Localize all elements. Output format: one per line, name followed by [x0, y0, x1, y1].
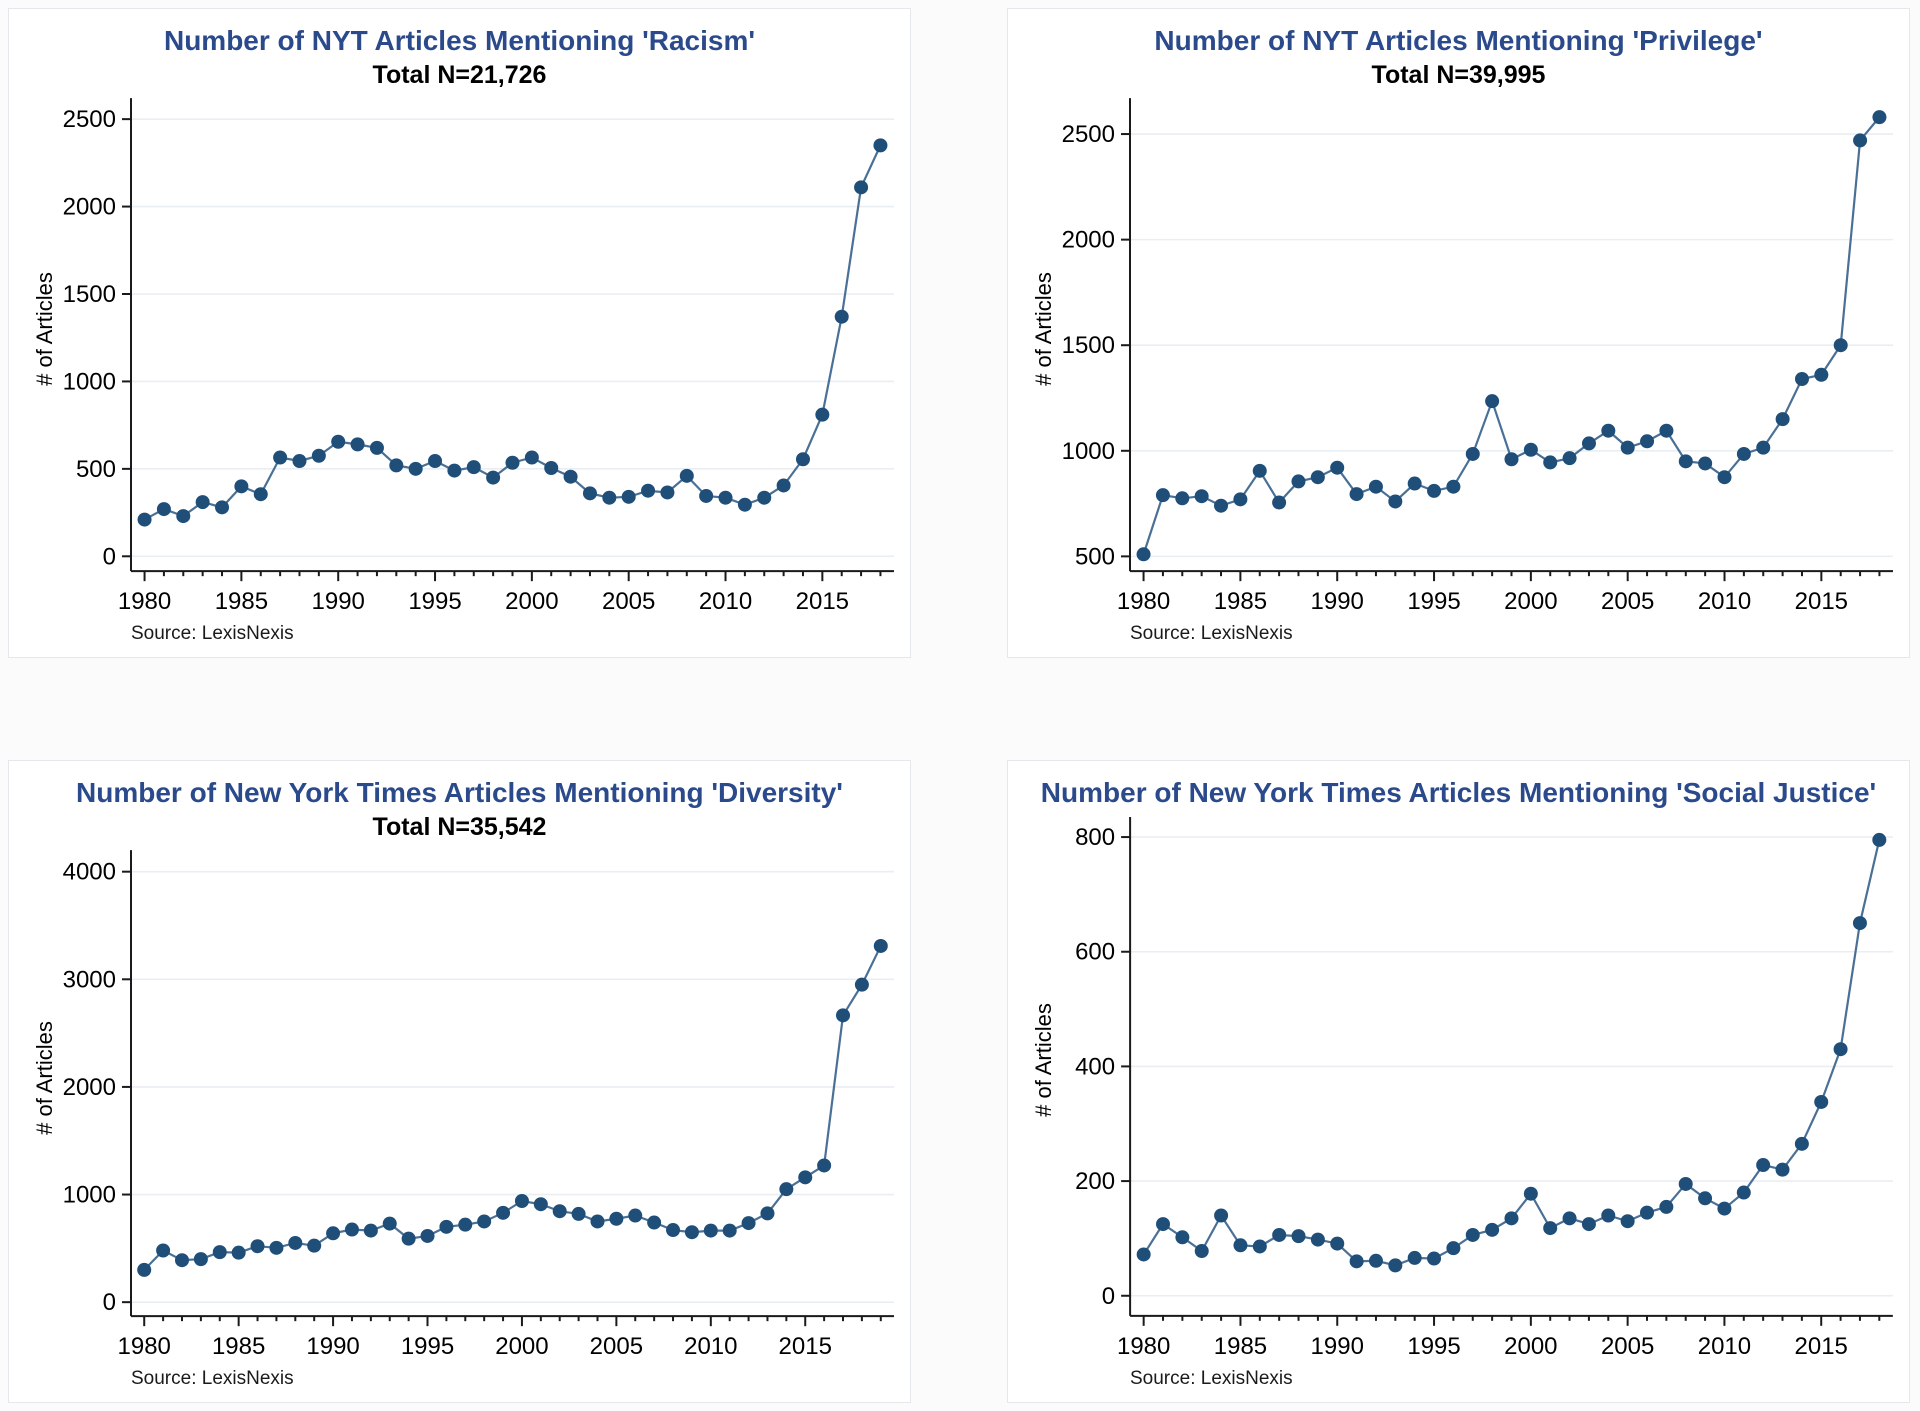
svg-text:1990: 1990 — [312, 588, 365, 615]
line-chart-privilege: 500 1000 1500 2000 2500 1980 1985 1990 1995 2000 2… — [1062, 97, 1893, 615]
svg-text:600: 600 — [1075, 939, 1115, 966]
svg-text:2010: 2010 — [1698, 1333, 1751, 1360]
plot-area: # of Articles 0 200 400 600 800 1980 1985 1990 1… — [1008, 809, 1909, 1366]
svg-text:500: 500 — [76, 456, 116, 483]
chart-title: Number of New York Times Articles Mentio… — [76, 777, 843, 808]
svg-text:2005: 2005 — [1601, 1333, 1654, 1360]
svg-text:2000: 2000 — [63, 1074, 116, 1101]
svg-text:2000: 2000 — [1062, 226, 1115, 253]
svg-text:1980: 1980 — [1117, 1333, 1170, 1360]
svg-text:2500: 2500 — [1062, 121, 1115, 148]
svg-text:1000: 1000 — [63, 1181, 116, 1208]
svg-text:2015: 2015 — [1795, 588, 1848, 615]
chart-title: Number of NYT Articles Mentioning 'Racis… — [163, 25, 756, 56]
svg-text:1980: 1980 — [118, 1333, 171, 1360]
svg-text:2010: 2010 — [684, 1333, 737, 1360]
svg-text:2500: 2500 — [63, 106, 116, 133]
svg-text:2000: 2000 — [495, 1333, 548, 1360]
svg-text:2000: 2000 — [63, 193, 116, 220]
svg-text:2015: 2015 — [779, 1333, 832, 1360]
chart-subtitle: Total N=21,726 — [372, 61, 547, 90]
chart-subtitle: Total N=35,542 — [372, 813, 547, 842]
svg-text:2000: 2000 — [505, 588, 558, 615]
svg-text:500: 500 — [1075, 543, 1115, 570]
svg-text:2005: 2005 — [590, 1333, 643, 1360]
svg-text:1995: 1995 — [1407, 588, 1460, 615]
svg-text:1990: 1990 — [1311, 1333, 1364, 1360]
svg-text:1985: 1985 — [1214, 588, 1267, 615]
svg-text:1985: 1985 — [1214, 1333, 1267, 1360]
plot-area: # of Articles 500 1000 1500 2000 2500 1980 198… — [1008, 90, 1909, 621]
svg-text:0: 0 — [1102, 1283, 1115, 1310]
source-note: Source: LexisNexis — [1130, 1368, 1293, 1389]
svg-text:2005: 2005 — [602, 588, 655, 615]
svg-text:2000: 2000 — [1504, 1333, 1557, 1360]
svg-text:1985: 1985 — [212, 1333, 265, 1360]
svg-text:1995: 1995 — [401, 1333, 454, 1360]
chart-title: Number of New York Times Articles Mentio… — [1040, 777, 1877, 808]
chart-panel-social-justice: Number of New York Times Articles Mentio… — [1007, 760, 1910, 1403]
chart-subtitle: Total N=39,995 — [1371, 61, 1546, 90]
svg-text:1000: 1000 — [63, 368, 116, 395]
svg-text:1990: 1990 — [1311, 588, 1364, 615]
svg-text:2015: 2015 — [1795, 1333, 1848, 1360]
line-chart-social-justice: 0 200 400 600 800 1980 1985 1990 1995 2000 2005 201… — [1075, 817, 1893, 1360]
svg-text:1980: 1980 — [1117, 588, 1170, 615]
svg-text:1990: 1990 — [306, 1333, 359, 1360]
svg-text:2005: 2005 — [1601, 588, 1654, 615]
chart-panel-racism: Number of NYT Articles Mentioning 'Racis… — [8, 8, 911, 658]
svg-text:1995: 1995 — [408, 588, 461, 615]
chart-title: Number of NYT Articles Mentioning 'Privi… — [1154, 25, 1763, 56]
svg-text:2010: 2010 — [1698, 588, 1751, 615]
svg-text:1980: 1980 — [118, 588, 171, 615]
svg-text:400: 400 — [1075, 1054, 1115, 1081]
plot-area: # of Articles 0 1000 2000 3000 4000 1980 1985 1… — [9, 842, 910, 1366]
svg-text:2015: 2015 — [796, 588, 849, 615]
svg-text:800: 800 — [1075, 824, 1115, 851]
svg-text:200: 200 — [1075, 1168, 1115, 1195]
svg-text:0: 0 — [103, 1289, 116, 1316]
svg-text:2010: 2010 — [699, 588, 752, 615]
svg-text:1985: 1985 — [215, 588, 268, 615]
svg-text:3000: 3000 — [63, 966, 116, 993]
chart-panel-diversity: Number of New York Times Articles Mentio… — [8, 760, 911, 1403]
svg-text:0: 0 — [103, 543, 116, 570]
source-note: Source: LexisNexis — [131, 1368, 294, 1389]
line-chart-racism: 0 500 1000 1500 2000 2500 1980 1985 1990 1995 2000… — [63, 97, 894, 615]
source-note: Source: LexisNexis — [131, 623, 294, 644]
chart-panel-privilege: Number of NYT Articles Mentioning 'Privi… — [1007, 8, 1910, 658]
svg-text:1000: 1000 — [1062, 437, 1115, 464]
svg-text:4000: 4000 — [63, 858, 116, 885]
svg-text:1995: 1995 — [1407, 1333, 1460, 1360]
svg-text:1500: 1500 — [1062, 332, 1115, 359]
svg-text:1500: 1500 — [63, 281, 116, 308]
source-note: Source: LexisNexis — [1130, 623, 1293, 644]
plot-area: # of Articles 0 500 1000 1500 2000 2500 1980 19… — [9, 90, 910, 621]
svg-text:2000: 2000 — [1504, 588, 1557, 615]
line-chart-diversity: 0 1000 2000 3000 4000 1980 1985 1990 1995 2000 200… — [63, 849, 894, 1360]
